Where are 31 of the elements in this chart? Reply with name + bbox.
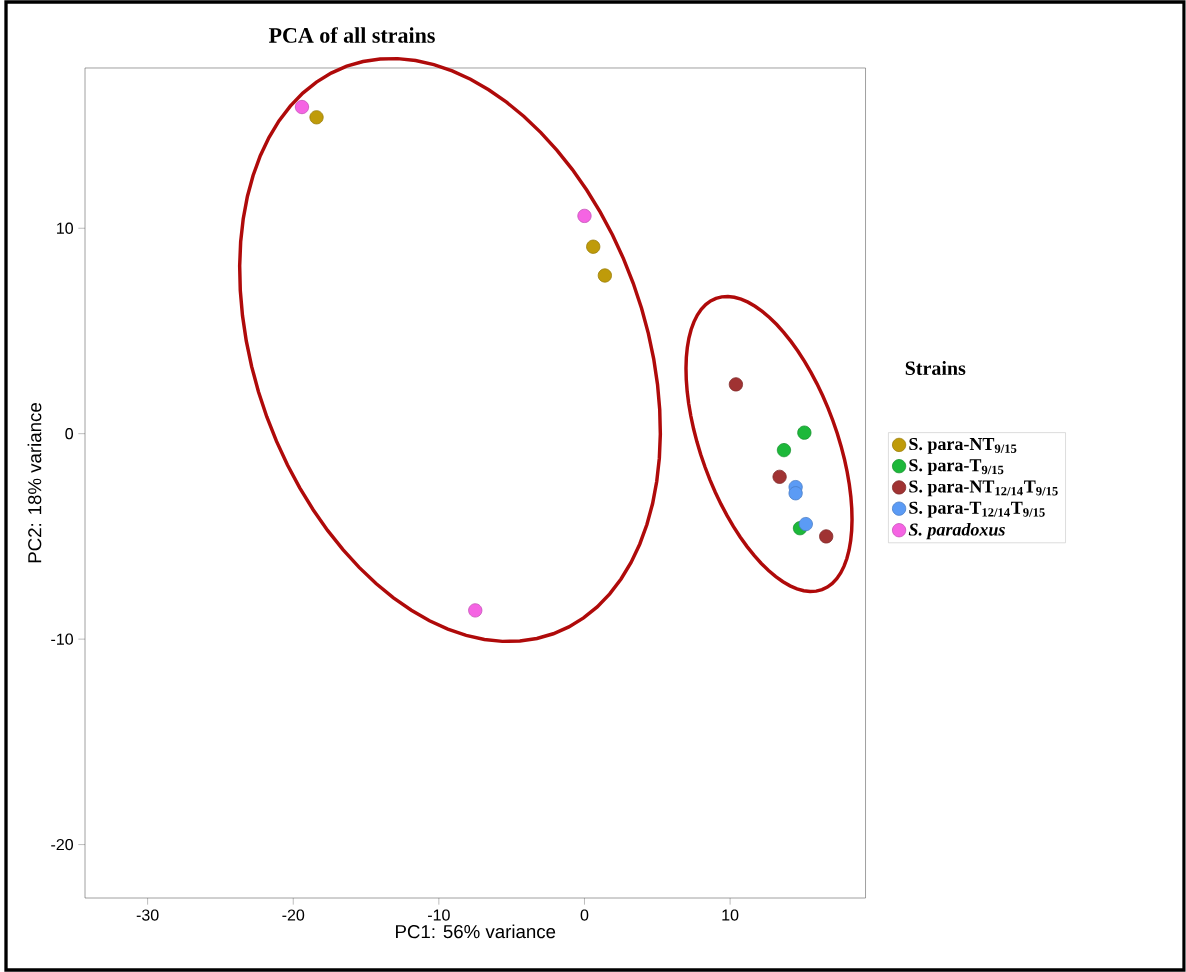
point <box>586 239 601 254</box>
x-axis-title: PC1: 56% variance <box>396 924 556 939</box>
x-tick-label: -10 <box>428 909 450 921</box>
y-axis-title: PC2: 18% variance <box>27 403 42 563</box>
x-tick-label: 10 <box>722 909 739 921</box>
point <box>294 99 310 115</box>
point <box>772 469 787 484</box>
point <box>468 603 483 618</box>
x-tick-label: -30 <box>136 909 159 921</box>
y-tick-label: -10 <box>51 633 73 645</box>
legend-label: S. para-T$_{9/15}$ <box>909 459 1004 475</box>
legend-label: S. para-NT$_{12/14}$T$_{9/15}$ <box>909 480 1058 497</box>
legend-title: Strains <box>905 360 966 376</box>
legend-label: S. para-T$_{12/14}$T$_{9/15}$ <box>909 501 1045 518</box>
point <box>788 486 803 501</box>
y-tick-label: 0 <box>65 428 73 440</box>
point <box>776 443 792 458</box>
point <box>819 529 834 544</box>
point <box>597 268 612 283</box>
chart-title: PCA of all strains <box>268 27 435 43</box>
legend-label: S. para-NT$_{9/15}$ <box>909 437 1017 454</box>
x-tick-label: -20 <box>282 909 305 921</box>
point <box>728 377 743 392</box>
point <box>797 425 812 440</box>
point <box>798 517 813 532</box>
x-tick-label: 0 <box>580 909 589 921</box>
point <box>577 208 592 223</box>
legend-label: S. paradoxus <box>908 522 1005 540</box>
point <box>309 110 324 125</box>
y-tick-label: -20 <box>51 838 73 851</box>
y-tick-label: 10 <box>57 222 73 234</box>
